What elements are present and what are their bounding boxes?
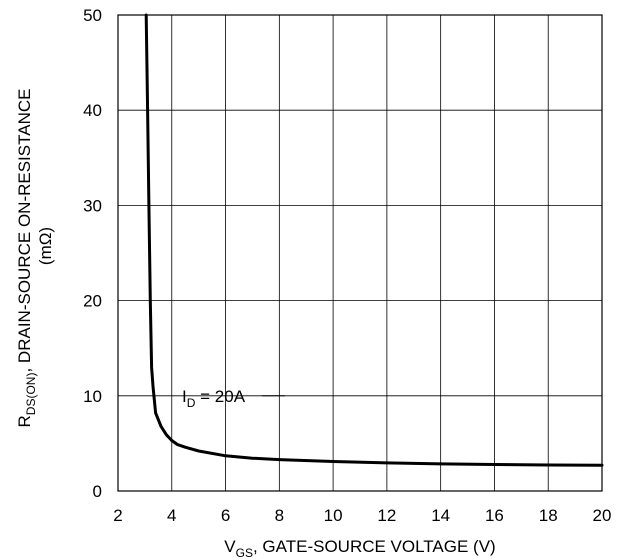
annotation-subscript: D: [187, 396, 196, 410]
y-tick-labels: 0 10 20 30 40 50: [83, 6, 102, 501]
x-tick-label: 6: [221, 506, 230, 525]
y-tick-label: 10: [83, 387, 102, 406]
y-axis-label-main: R: [15, 415, 34, 427]
annotation-main: I: [182, 387, 187, 406]
x-tick-labels: 2 4 6 8 10 12 14 16 18 20: [113, 506, 611, 525]
y-tick-label: 50: [83, 6, 102, 25]
y-axis-label-subscript: DS(ON): [24, 373, 38, 416]
x-tick-label: 20: [593, 506, 612, 525]
grid-lines: [117, 14, 603, 492]
annotation-rest: = 20A: [195, 387, 245, 406]
x-tick-label: 10: [324, 506, 343, 525]
plot-frame: [117, 14, 603, 492]
x-tick-label: 4: [167, 506, 176, 525]
y-axis-label-line2: (mΩ): [36, 227, 55, 265]
y-tick-label: 20: [83, 292, 102, 311]
x-tick-label: 2: [113, 506, 122, 525]
y-tick-label: 0: [93, 482, 102, 501]
y-axis-label-rest: , DRAIN-SOURCE ON-RESISTANCE: [15, 89, 34, 373]
y-axis-label-line1: RDS(ON), DRAIN-SOURCE ON-RESISTANCE: [15, 89, 38, 428]
y-axis-label: RDS(ON), DRAIN-SOURCE ON-RESISTANCE (mΩ): [15, 89, 55, 428]
x-tick-label: 16: [485, 506, 504, 525]
x-axis-label-rest: , GATE-SOURCE VOLTAGE (V): [253, 537, 496, 556]
series-annotation-label: ID = 20A: [182, 387, 246, 410]
x-axis-label: VGS, GATE-SOURCE VOLTAGE (V): [224, 537, 495, 559]
series-line-id-20a: [144, 13, 604, 467]
y-tick-label: 40: [83, 101, 102, 120]
x-tick-label: 14: [431, 506, 450, 525]
x-tick-label: 8: [275, 506, 284, 525]
x-tick-label: 18: [539, 506, 558, 525]
x-axis-label-subscript: GS: [236, 546, 253, 559]
y-tick-label: 30: [83, 196, 102, 215]
x-tick-label: 12: [377, 506, 396, 525]
x-axis-label-main: V: [224, 537, 236, 556]
